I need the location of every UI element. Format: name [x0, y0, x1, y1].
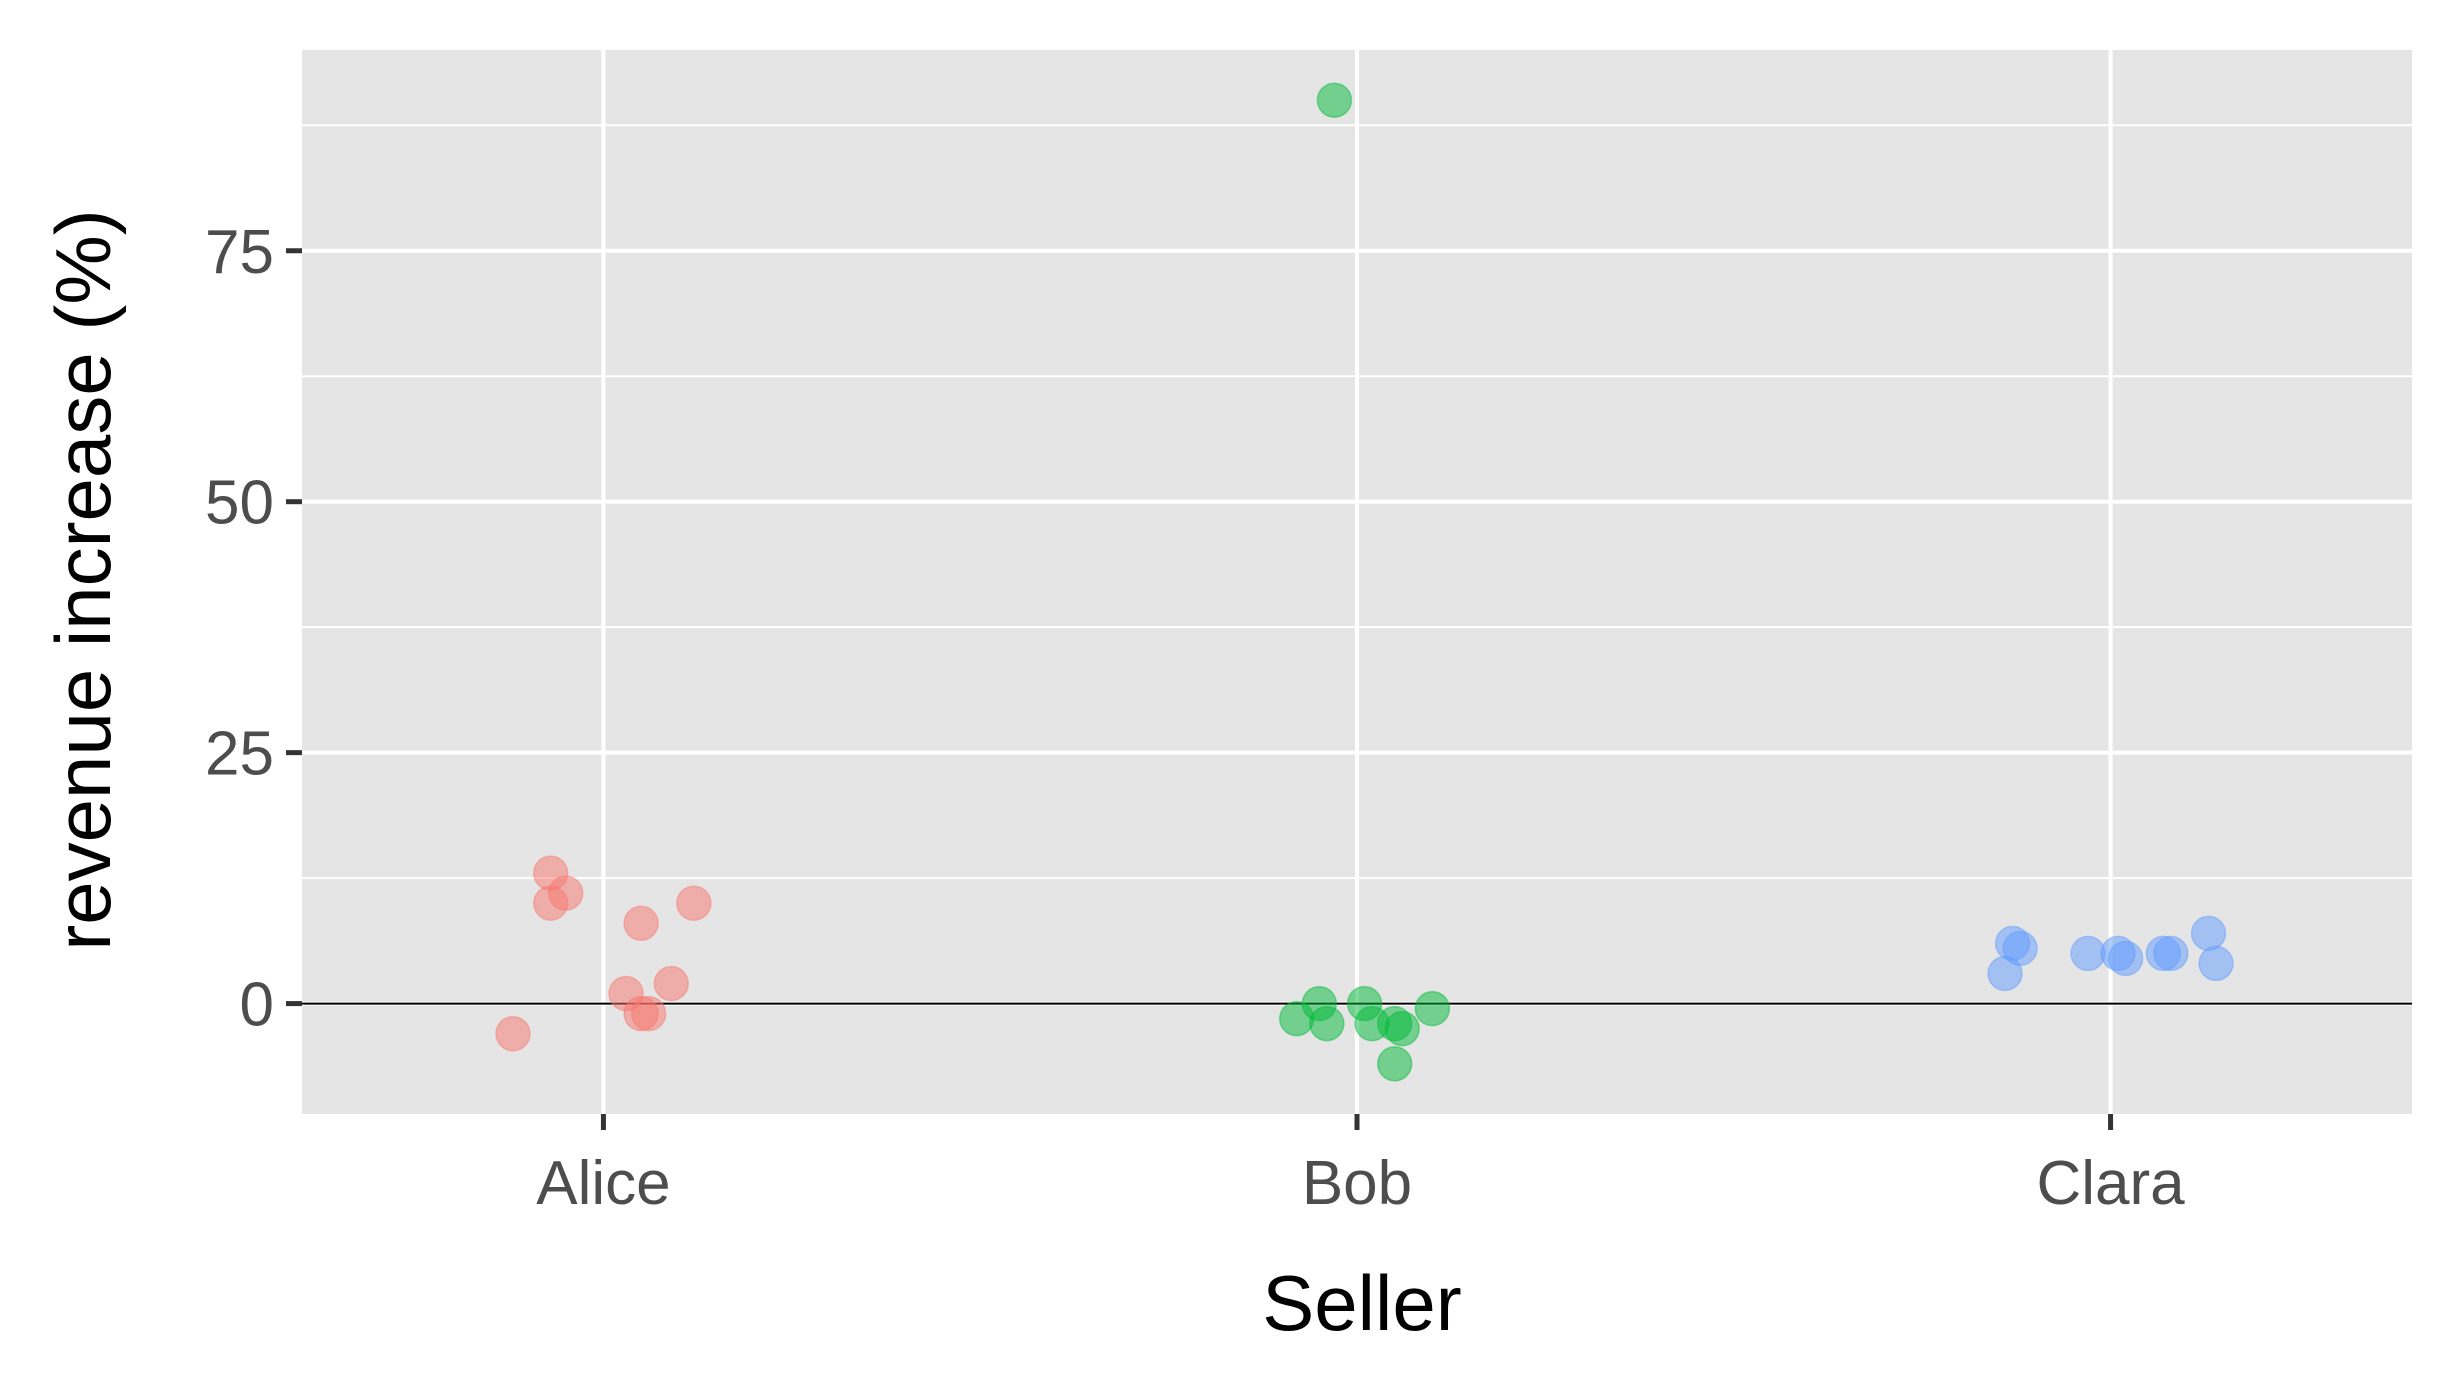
y-tick-label: 25 [205, 720, 274, 789]
data-point-bob [1376, 1046, 1413, 1082]
y-axis-title: revenue increase (%) [39, 209, 127, 950]
data-point-clara [2153, 935, 2189, 972]
data-point-bob [1414, 990, 1451, 1027]
x-axis-title: Seller [1262, 1259, 1461, 1347]
data-point-clara [2107, 940, 2144, 977]
data-point-alice [676, 885, 712, 921]
y-tick-label: 75 [205, 218, 274, 287]
y-tick-label: 0 [240, 971, 274, 1040]
data-point-bob [1316, 82, 1353, 118]
x-tick-label: Alice [536, 1149, 670, 1218]
x-tick-label: Bob [1302, 1149, 1412, 1218]
data-point-bob [1278, 1000, 1315, 1037]
data-point-clara [1987, 955, 2023, 992]
data-point-alice [630, 995, 667, 1032]
data-point-alice [623, 905, 659, 942]
y-tick-label: 50 [205, 469, 274, 538]
data-point-clara [2198, 945, 2234, 982]
data-points [495, 82, 2234, 1082]
data-point-alice [653, 965, 689, 1002]
data-point-bob [1309, 1005, 1345, 1042]
data-point-alice [532, 885, 569, 921]
x-axis: Alice Bob Clara [536, 1114, 2185, 1218]
data-point-clara [2190, 915, 2227, 952]
grid-lines [302, 50, 2412, 1114]
data-point-alice [495, 1015, 531, 1052]
data-point-clara [2070, 935, 2106, 972]
y-axis: 0 25 50 75 [205, 218, 302, 1040]
data-point-bob [1384, 1010, 1420, 1047]
x-tick-label: Clara [2036, 1149, 2185, 1218]
data-point-clara [2002, 930, 2038, 967]
